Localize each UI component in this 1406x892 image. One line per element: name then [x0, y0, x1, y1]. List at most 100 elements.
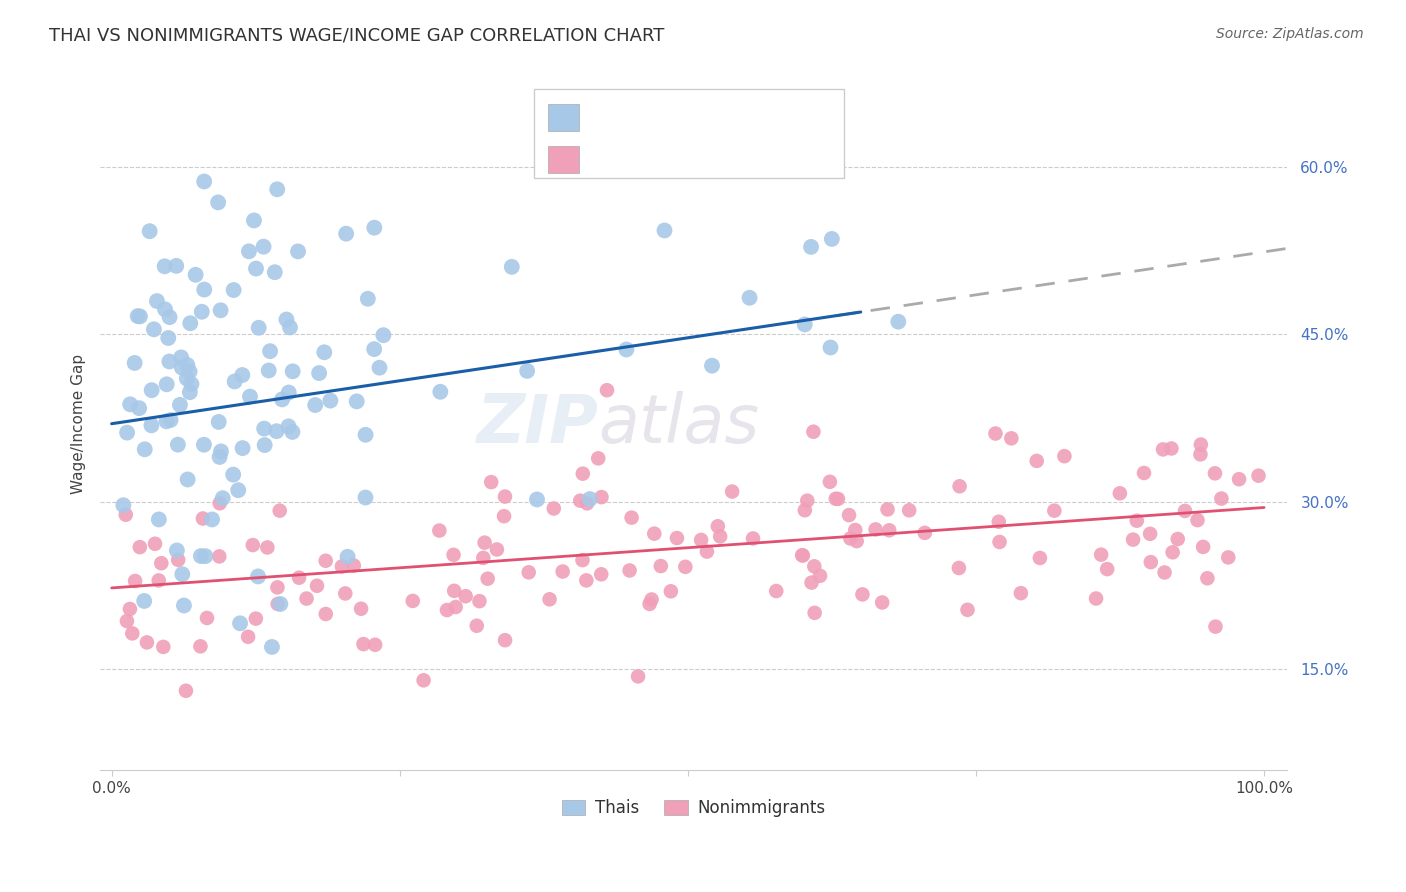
Point: [315, 607, 337, 621]
Point: [191, 304, 214, 318]
Point: [1010, 586, 1032, 600]
Point: [1122, 533, 1144, 547]
Point: [1204, 467, 1226, 481]
Point: [1247, 468, 1270, 483]
Point: [721, 484, 744, 499]
Point: [114, 508, 136, 522]
Point: [578, 492, 600, 507]
Point: [709, 529, 731, 543]
Point: [429, 384, 451, 399]
Point: [159, 413, 181, 427]
Point: [278, 320, 301, 334]
Point: [571, 467, 593, 481]
Point: [984, 426, 1007, 441]
Point: [184, 268, 207, 282]
Point: [190, 549, 212, 563]
Point: [267, 597, 290, 611]
Point: [281, 364, 304, 378]
Point: [887, 315, 910, 329]
Point: [427, 524, 450, 538]
Point: [1000, 431, 1022, 445]
Point: [257, 363, 280, 377]
Point: [269, 597, 291, 611]
Y-axis label: Wage/Income Gap: Wage/Income Gap: [72, 353, 86, 494]
Point: [1153, 566, 1175, 580]
Point: [800, 240, 823, 254]
Point: [638, 597, 661, 611]
Point: [153, 260, 176, 274]
Point: [640, 592, 662, 607]
Point: [654, 223, 676, 237]
Point: [238, 244, 260, 259]
Point: [179, 365, 201, 379]
Point: [551, 565, 574, 579]
Point: [591, 567, 613, 582]
Point: [1043, 503, 1066, 517]
Point: [152, 640, 174, 654]
Point: [543, 501, 565, 516]
Point: [142, 322, 165, 336]
Point: [1025, 454, 1047, 468]
Point: [765, 584, 787, 599]
Point: [851, 587, 873, 601]
Point: [112, 498, 135, 512]
Point: [808, 569, 831, 583]
Point: [128, 540, 150, 554]
Point: [159, 310, 181, 325]
Point: [208, 496, 231, 510]
Point: [569, 493, 592, 508]
Point: [643, 526, 665, 541]
Point: [179, 385, 201, 400]
Point: [231, 368, 253, 382]
Point: [659, 584, 682, 599]
Point: [194, 549, 217, 563]
Point: [839, 532, 862, 546]
Point: [176, 371, 198, 385]
Point: [155, 414, 177, 428]
Point: [174, 683, 197, 698]
Point: [838, 508, 860, 522]
Point: [127, 309, 149, 323]
Point: [364, 638, 387, 652]
Point: [128, 401, 150, 416]
Point: [239, 390, 262, 404]
Point: [1189, 437, 1212, 451]
Point: [402, 594, 425, 608]
Point: [690, 533, 713, 547]
Point: [824, 491, 846, 506]
Point: [876, 502, 898, 516]
Point: [468, 594, 491, 608]
Point: [277, 385, 299, 400]
Point: [665, 531, 688, 545]
Point: [363, 342, 385, 356]
Point: [253, 421, 276, 435]
Point: [877, 524, 900, 538]
Point: [277, 419, 299, 434]
Text: ZIP: ZIP: [477, 391, 599, 457]
Point: [308, 366, 330, 380]
Point: [191, 511, 214, 525]
Point: [115, 614, 138, 628]
Point: [738, 291, 761, 305]
Point: [827, 491, 849, 506]
Point: [166, 543, 188, 558]
Point: [148, 512, 170, 526]
Text: atlas: atlas: [599, 391, 759, 457]
Point: [247, 320, 270, 334]
Point: [236, 630, 259, 644]
Point: [575, 574, 598, 588]
Point: [124, 574, 146, 588]
Text: R =  0.233   N =  111: R = 0.233 N = 111: [588, 107, 766, 125]
Point: [803, 606, 825, 620]
Point: [865, 523, 887, 537]
Point: [742, 532, 765, 546]
Point: [260, 640, 283, 654]
Point: [243, 213, 266, 227]
Point: [436, 603, 458, 617]
Point: [247, 569, 270, 583]
Point: [443, 583, 465, 598]
Point: [176, 473, 198, 487]
Point: [844, 523, 866, 537]
Point: [330, 559, 353, 574]
Point: [485, 542, 508, 557]
